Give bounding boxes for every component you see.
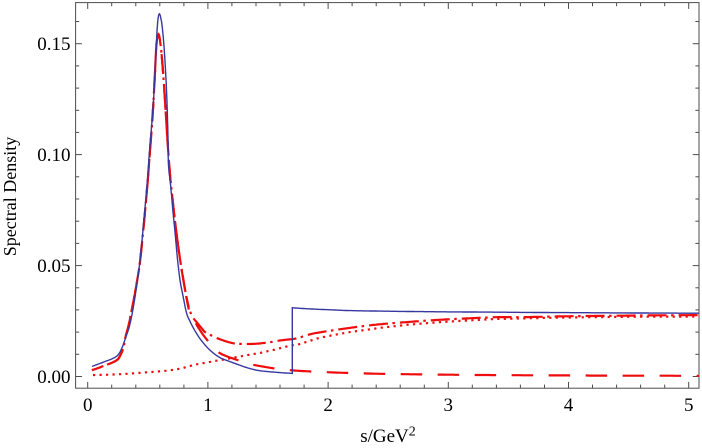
svg-text:s/GeV2: s/GeV2 (360, 425, 416, 448)
svg-text:0.00: 0.00 (37, 367, 70, 388)
svg-text:2: 2 (323, 395, 333, 416)
svg-text:0.05: 0.05 (37, 256, 70, 277)
svg-text:4: 4 (564, 395, 574, 416)
svg-text:5: 5 (684, 395, 694, 416)
svg-text:0.10: 0.10 (37, 145, 70, 166)
svg-text:Spectral Density: Spectral Density (0, 137, 20, 256)
svg-text:1: 1 (203, 395, 213, 416)
svg-text:0.15: 0.15 (37, 34, 70, 55)
svg-text:0: 0 (83, 395, 93, 416)
svg-text:3: 3 (444, 395, 454, 416)
